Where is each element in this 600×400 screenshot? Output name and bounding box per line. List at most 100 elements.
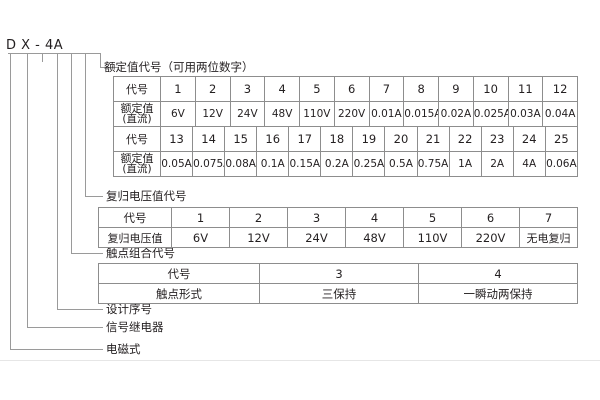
leader-vline-signal-relay bbox=[27, 53, 28, 327]
rating-value-cell: 0.025A bbox=[472, 101, 509, 127]
rating-value-cell: 4A bbox=[512, 151, 546, 177]
rating-code-cell: 17 bbox=[288, 126, 322, 152]
reset-code-cell: 5 bbox=[403, 207, 462, 228]
rating-table-block-2: 代号 13 14 15 16 17 18 19 20 21 22 23 24 2… bbox=[113, 126, 579, 177]
rating-table-block-1: 代号 1 2 3 4 5 6 7 8 9 10 11 12 额定值 (直流) 6… bbox=[113, 76, 578, 127]
rating-value-cell: 0.2A bbox=[320, 151, 354, 177]
rating-label-line2: (直流) bbox=[122, 163, 152, 175]
rating-label-line1: 额定值 bbox=[120, 152, 154, 165]
rating-code-cell: 20 bbox=[384, 126, 418, 152]
reset-code-cell: 1 bbox=[171, 207, 230, 228]
rating-code-cell: 23 bbox=[480, 126, 514, 152]
row-header-rating-value: 额定值 (直流) bbox=[113, 101, 161, 127]
reset-value-cell: 6V bbox=[171, 227, 230, 248]
contact-combination-table: 代号 3 4 触点形式 三保持 一瞬动两保持 bbox=[98, 263, 578, 304]
rating-value-cell: 2A bbox=[480, 151, 514, 177]
reset-value-cell: 48V bbox=[345, 227, 404, 248]
leader-hline-reset-voltage bbox=[85, 196, 103, 197]
rating-code-cell: 25 bbox=[544, 126, 579, 152]
caption-contact-combination-code: 触点组合代号 bbox=[106, 246, 175, 260]
reset-value-cell: 110V bbox=[403, 227, 462, 248]
rating-code-cell: 10 bbox=[472, 76, 509, 102]
row-header-code: 代号 bbox=[98, 207, 172, 228]
rating-code-cell: 19 bbox=[352, 126, 386, 152]
caption-rating-code: 额定值代号（可用两位数字） bbox=[104, 60, 254, 74]
table-row: 复归电压值 6V 12V 24V 48V 110V 220V 无电复归 bbox=[98, 227, 578, 248]
rating-code-cell: 6 bbox=[333, 76, 370, 102]
rating-value-cell: 6V bbox=[160, 101, 196, 127]
reset-value-cell: 12V bbox=[229, 227, 288, 248]
caption-signal-relay: 信号继电器 bbox=[106, 320, 164, 334]
rating-value-cell: 0.01A bbox=[368, 101, 405, 127]
caption-reset-voltage-code: 复归电压值代号 bbox=[106, 189, 187, 203]
leader-hline-contact-combo bbox=[71, 253, 103, 254]
reset-code-cell: 6 bbox=[461, 207, 520, 228]
row-header-rating-value: 额定值 (直流) bbox=[113, 151, 161, 177]
rating-code-cell: 18 bbox=[320, 126, 354, 152]
table-row: 代号 1 2 3 4 5 6 7 8 9 10 11 12 bbox=[113, 76, 578, 102]
rating-code-cell: 3 bbox=[229, 76, 266, 102]
contact-code-cell: 4 bbox=[418, 263, 578, 284]
rating-value-cell: 0.075A bbox=[192, 151, 226, 177]
reset-code-cell: 7 bbox=[519, 207, 578, 228]
leader-vline-contact-combo bbox=[71, 53, 72, 253]
rating-code-cell: 14 bbox=[192, 126, 226, 152]
rating-value-cell: 12V bbox=[194, 101, 231, 127]
leader-hline-signal-relay bbox=[27, 327, 103, 328]
model-designation: D X - 4A bbox=[6, 38, 64, 53]
reset-code-cell: 4 bbox=[345, 207, 404, 228]
rating-code-cell: 2 bbox=[194, 76, 231, 102]
rating-code-cell: 15 bbox=[224, 126, 258, 152]
rating-value-cell: 0.15A bbox=[288, 151, 322, 177]
rating-code-cell: 22 bbox=[448, 126, 482, 152]
contact-code-cell: 3 bbox=[259, 263, 419, 284]
rating-code-cell: 5 bbox=[299, 76, 335, 102]
leader-hline-rating bbox=[100, 67, 118, 68]
table-row: 代号 13 14 15 16 17 18 19 20 21 22 23 24 2… bbox=[113, 126, 579, 152]
rating-value-cell: 0.1A bbox=[256, 151, 290, 177]
leader-vline-design-serial bbox=[57, 53, 58, 309]
leader-tick-stub-1 bbox=[42, 53, 43, 62]
rating-code-cell: 7 bbox=[368, 76, 405, 102]
rating-code-cell: 9 bbox=[438, 76, 474, 102]
leader-hline-electromagnetic bbox=[10, 349, 103, 350]
rating-value-cell: 110V bbox=[299, 101, 335, 127]
model-underline bbox=[8, 53, 100, 54]
rating-value-cell: 0.05A bbox=[159, 151, 194, 177]
rating-value-cell: 0.08A bbox=[224, 151, 258, 177]
rating-value-cell: 0.015A bbox=[403, 101, 439, 127]
row-header-reset-voltage: 复归电压值 bbox=[98, 227, 172, 248]
rating-label-line1: 额定值 bbox=[120, 102, 154, 115]
caption-electromagnetic: 电磁式 bbox=[106, 342, 141, 356]
rating-code-cell: 12 bbox=[542, 76, 578, 102]
rating-code-cell: 1 bbox=[160, 76, 196, 102]
rating-code-cell: 11 bbox=[507, 76, 544, 102]
rating-value-cell: 0.06A bbox=[544, 151, 579, 177]
rating-code-cell: 21 bbox=[416, 126, 450, 152]
rating-code-cell: 4 bbox=[264, 76, 300, 102]
rating-value-cell: 1A bbox=[448, 151, 482, 177]
caption-design-serial: 设计序号 bbox=[106, 302, 152, 316]
reset-value-cell: 无电复归 bbox=[519, 227, 578, 248]
reset-value-cell: 220V bbox=[461, 227, 520, 248]
row-header-code: 代号 bbox=[113, 76, 161, 102]
table-row: 额定值 (直流) 6V 12V 24V 48V 110V 220V 0.01A … bbox=[113, 101, 578, 127]
rating-value-cell: 0.25A bbox=[352, 151, 386, 177]
reset-voltage-table: 代号 1 2 3 4 5 6 7 复归电压值 6V 12V 24V 48V 11… bbox=[98, 207, 578, 248]
table-row: 代号 3 4 bbox=[98, 263, 578, 284]
rating-code-cell: 8 bbox=[403, 76, 439, 102]
rating-value-cell: 0.75A bbox=[416, 151, 450, 177]
reset-code-cell: 3 bbox=[287, 207, 346, 228]
row-header-code: 代号 bbox=[98, 263, 260, 284]
row-header-code: 代号 bbox=[113, 126, 161, 152]
rating-value-cell: 220V bbox=[333, 101, 370, 127]
contact-value-cell: 三保持 bbox=[259, 283, 419, 304]
rating-value-cell: 24V bbox=[229, 101, 266, 127]
rating-value-cell: 48V bbox=[264, 101, 300, 127]
leader-hline-design-serial bbox=[57, 309, 103, 310]
leader-vline-reset-voltage bbox=[85, 53, 86, 196]
leader-vline-rating bbox=[100, 53, 101, 67]
rating-code-cell: 24 bbox=[512, 126, 546, 152]
reset-value-cell: 24V bbox=[287, 227, 346, 248]
